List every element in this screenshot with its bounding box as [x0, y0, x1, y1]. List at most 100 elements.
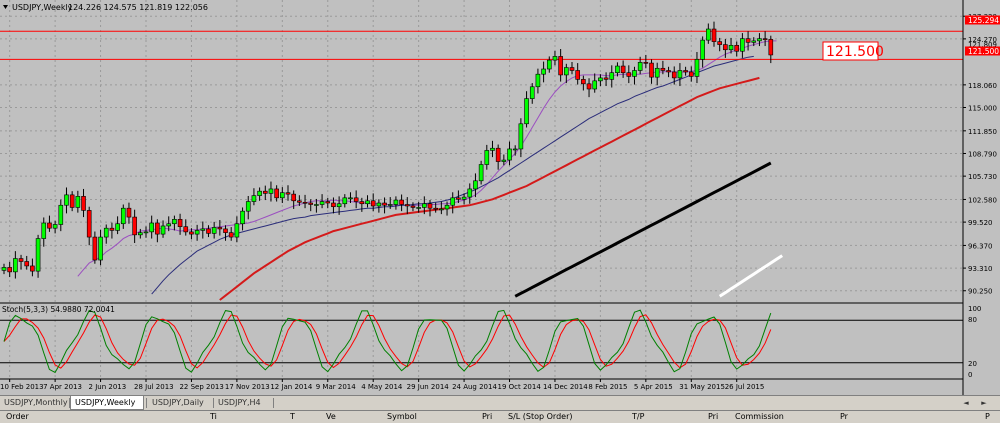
- candle-bear: [274, 188, 279, 199]
- candle-bull: [234, 223, 240, 238]
- candle-bear: [660, 67, 666, 71]
- candle-bear: [762, 38, 768, 40]
- stoch-level-high: 80: [968, 316, 977, 324]
- candle-bear: [206, 228, 211, 234]
- time-tick-label: 2 Jun 2013: [89, 383, 127, 391]
- column-price[interactable]: Pri: [482, 412, 493, 421]
- tab-usdjpy-monthly[interactable]: USDJPY,Monthly: [4, 398, 68, 407]
- tab-separator: [213, 398, 214, 408]
- price-tick-label: 108.790: [968, 150, 997, 158]
- tab-usdjpy-h4[interactable]: USDJPY,H4: [218, 398, 261, 407]
- candle-bull: [518, 123, 524, 150]
- tab-scroll-left-icon[interactable]: ◄: [963, 399, 969, 407]
- candle-bear: [223, 228, 228, 233]
- dropdown-triangle-icon[interactable]: [3, 5, 8, 9]
- candle-bull: [615, 65, 620, 74]
- candle-bear: [177, 219, 183, 228]
- candle-bear: [331, 202, 336, 208]
- candle-bear: [86, 210, 92, 238]
- time-tick-label: 5 Apr 2015: [634, 383, 673, 391]
- price-chart[interactable]: 127.330124.270118.060115.000111.850108.7…: [0, 0, 1000, 395]
- candle-bull: [422, 203, 427, 208]
- column-take-profit[interactable]: T/P: [632, 412, 645, 421]
- candle-bull: [444, 204, 450, 210]
- candle-bull: [524, 98, 529, 125]
- time-tick-label: 29 Jun 2014: [407, 383, 450, 391]
- candle-bull: [490, 147, 495, 151]
- tab-scroll-right-icon[interactable]: ►: [981, 399, 987, 407]
- candle-bull: [512, 148, 518, 151]
- price-tick-label: 111.850: [968, 128, 997, 136]
- candle-bull: [314, 204, 319, 206]
- column-commission[interactable]: Commission: [735, 412, 784, 421]
- candle-bear: [382, 202, 387, 206]
- column-symbol[interactable]: Symbol: [387, 412, 417, 421]
- candle-bear: [370, 200, 376, 207]
- price-callout-box[interactable]: [822, 41, 879, 61]
- candle-bull: [280, 192, 285, 199]
- price-tick-label: 93.310: [968, 265, 993, 273]
- candle-bull: [143, 231, 149, 234]
- candle-bull: [706, 28, 711, 41]
- price-level-lines[interactable]: [0, 30, 963, 60]
- candle-bull: [172, 219, 177, 225]
- column-stop-loss[interactable]: S/L (Stop Order): [508, 412, 573, 421]
- column-time[interactable]: Ti: [210, 412, 217, 421]
- price-callout-text: 121.500: [826, 44, 884, 60]
- price-tick-label: 115.000: [968, 105, 997, 113]
- column-volume[interactable]: Ve: [326, 412, 336, 421]
- candle-bull: [694, 59, 700, 77]
- column-extra[interactable]: P: [985, 412, 990, 421]
- candle-bear: [404, 204, 410, 207]
- candle-bear: [217, 227, 223, 230]
- candle-bear: [768, 39, 774, 56]
- candle-bull: [342, 197, 348, 205]
- chart-background: [0, 0, 1000, 395]
- candle-bear: [69, 194, 75, 208]
- candle-bear: [132, 216, 137, 236]
- column-type[interactable]: T: [290, 412, 295, 421]
- time-tick-label: 10 Feb 2013: [0, 383, 44, 391]
- candle-bear: [620, 65, 626, 74]
- candle-bear: [683, 70, 688, 73]
- candle-bear: [7, 267, 12, 273]
- candle-bear: [302, 201, 308, 204]
- time-tick-label: 26 Jul 2015: [725, 383, 765, 391]
- candle-bull: [552, 56, 558, 61]
- candle-bear: [569, 67, 575, 71]
- candle-bull: [478, 164, 484, 182]
- candle-bear: [155, 222, 160, 235]
- candle-bull: [751, 40, 757, 43]
- candle-bear: [495, 147, 501, 162]
- candle-bull: [484, 150, 490, 165]
- candle-bear: [353, 197, 359, 202]
- price-tick-label: 102.580: [968, 196, 997, 204]
- price-tick-label: 90.250: [968, 288, 993, 296]
- candle-bull: [160, 225, 166, 235]
- tab-usdjpy-daily[interactable]: USDJPY,Daily: [152, 398, 204, 407]
- candle-bull: [200, 228, 206, 231]
- column-order[interactable]: Order: [6, 412, 29, 421]
- chart-ohlc-values: 124.226 124.575 121.819 122.056: [68, 3, 208, 12]
- tab-separator: [146, 398, 147, 408]
- price-tick-label: 96.370: [968, 242, 993, 250]
- time-axis: 10 Feb 2013 7 Apr 2013 2 Jun 2013 28 Jul 20…: [0, 379, 764, 391]
- stoch-level-low: 20: [968, 360, 977, 368]
- column-profit[interactable]: Pr: [840, 412, 848, 421]
- candle-bear: [626, 72, 632, 77]
- candle-bear: [649, 62, 654, 78]
- candle-bear: [581, 79, 586, 85]
- candle-bull: [98, 236, 103, 261]
- upper-level-label: 125.294: [968, 16, 999, 25]
- candle-bear: [297, 200, 302, 203]
- stoch-main-line: [3, 309, 772, 374]
- candle-bull: [138, 232, 143, 236]
- column-current-price[interactable]: Pri: [708, 412, 719, 421]
- candle-bull: [211, 227, 217, 234]
- candle-bull: [194, 230, 200, 235]
- candle-bull: [245, 201, 251, 212]
- tab-usdjpy-weekly[interactable]: USDJPY,Weekly: [70, 396, 144, 410]
- price-tick-label: 118.060: [968, 82, 997, 90]
- time-tick-label: 7 Apr 2013: [43, 383, 82, 391]
